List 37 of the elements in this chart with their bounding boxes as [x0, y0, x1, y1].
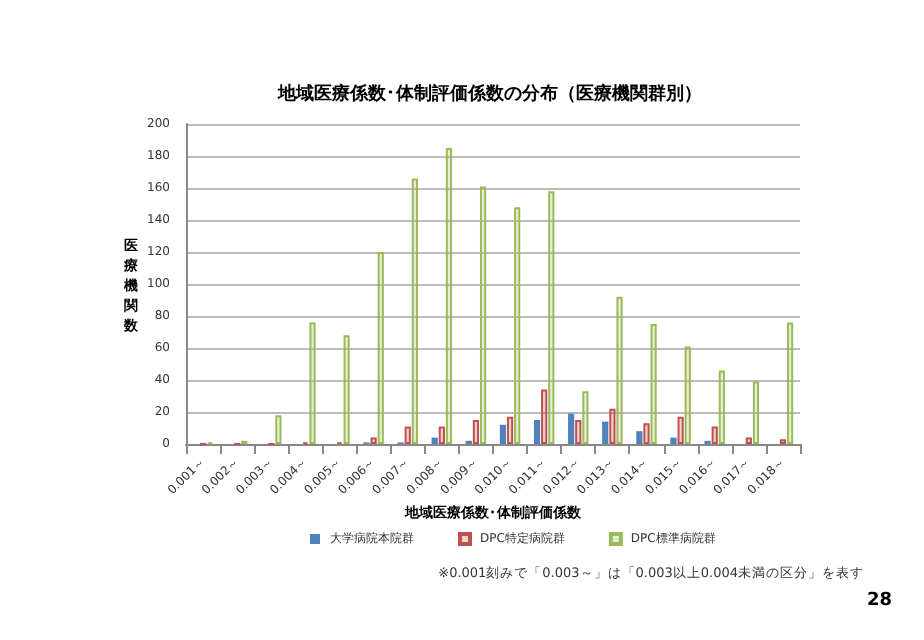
- bar: [616, 296, 623, 444]
- bar: [677, 416, 684, 444]
- text: 28: [866, 591, 893, 611]
- bar: [533, 420, 541, 444]
- bar: [609, 408, 616, 444]
- bar: [684, 346, 691, 444]
- bar: [745, 437, 752, 444]
- bar: [636, 431, 643, 444]
- bar: [377, 252, 384, 444]
- bar: [309, 322, 316, 444]
- bar: [568, 413, 575, 444]
- bar: [602, 421, 609, 444]
- bar: [752, 381, 760, 444]
- bar: [472, 420, 480, 444]
- bar: [438, 426, 445, 444]
- bar: [582, 391, 589, 444]
- bar: [479, 186, 487, 444]
- bar: [548, 191, 555, 444]
- bar: [411, 178, 418, 444]
- bar: [445, 148, 453, 444]
- bar: [786, 322, 794, 444]
- bar: [431, 437, 438, 444]
- bar: [650, 324, 657, 444]
- bar: [404, 426, 411, 444]
- bar: [499, 424, 507, 444]
- bar: [670, 437, 677, 444]
- bar: [514, 207, 521, 444]
- chart-title: 地域医療係数･体制評価係数の分布（医療機関群別）: [276, 83, 702, 105]
- bar: [275, 415, 282, 444]
- bar: [343, 335, 350, 444]
- bar: [643, 423, 650, 444]
- bar: [541, 389, 548, 444]
- bar: [718, 370, 725, 444]
- bar: [575, 420, 582, 444]
- bar: [506, 416, 514, 444]
- bar: [711, 426, 718, 444]
- bar: [370, 437, 377, 444]
